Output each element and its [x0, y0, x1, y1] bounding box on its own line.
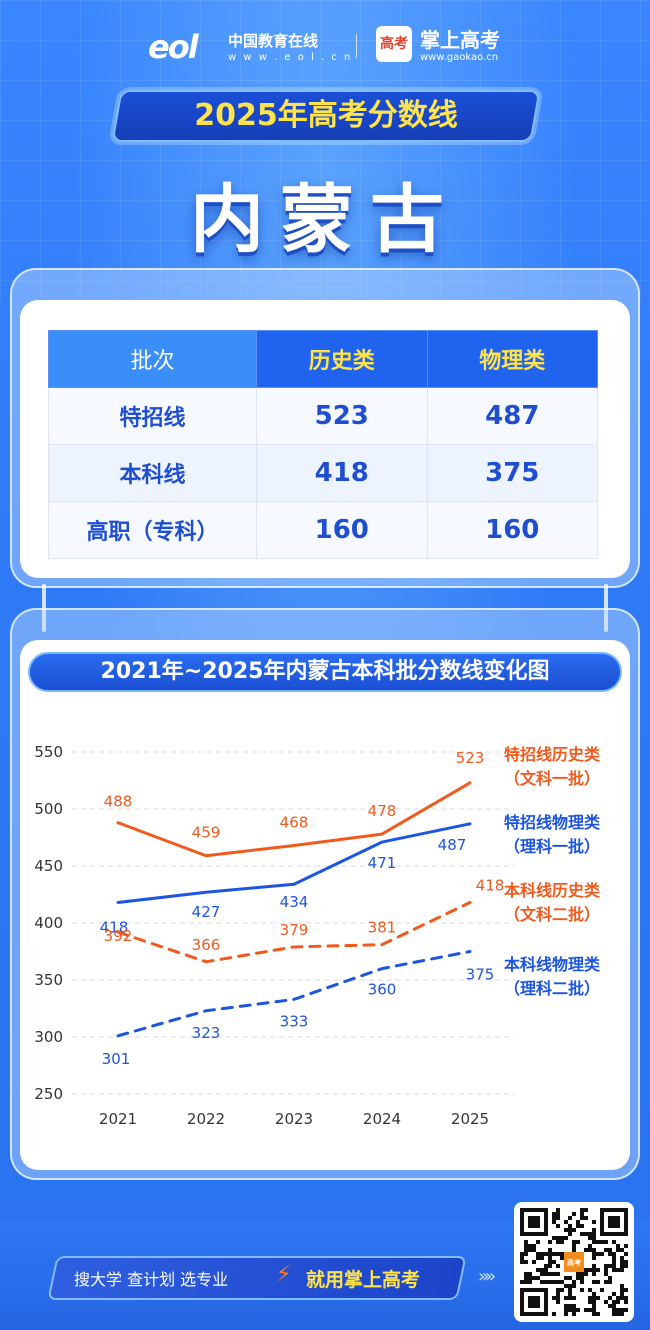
chart-title: 2021年~2025年内蒙古本科批分数线变化图 [100, 659, 550, 684]
data-label: 366 [192, 936, 221, 954]
legend-entry: 特招线物理类 [504, 813, 601, 832]
table-row: 本科线 418 375 [48, 444, 598, 502]
y-tick-label: 550 [34, 743, 63, 761]
data-label: 381 [368, 919, 397, 937]
lightning-icon: ⚡ [276, 1262, 292, 1287]
table-row: 高职（专科） 160 160 [48, 501, 598, 559]
table-row: 特招线 523 487 [48, 387, 598, 445]
data-label: 427 [192, 903, 221, 921]
logo-divider [356, 34, 357, 58]
y-tick-label: 300 [34, 1028, 63, 1046]
x-tick-label: 2022 [187, 1110, 225, 1128]
double-chevron-right-icon: »» [478, 1266, 496, 1287]
region-name: 内蒙古 [190, 177, 460, 263]
legend-entry: 特招线历史类 [504, 745, 601, 764]
header-logos: eol 中国教育在线 w w w . e o l . c n 高考 掌上高考 w… [0, 20, 650, 70]
data-label: 379 [280, 921, 309, 939]
series-line [116, 781, 472, 858]
history-score: 418 [256, 444, 428, 502]
data-label: 434 [280, 893, 309, 911]
slogan-right: 就用掌上高考 [306, 1269, 421, 1291]
gaokao-app-icon: 高考 [376, 26, 412, 62]
qr-code-icon: 高考 [520, 1208, 628, 1316]
x-tick-label: 2025 [451, 1110, 489, 1128]
background-grid [0, 0, 650, 300]
physics-score: 160 [426, 501, 598, 559]
data-label: 487 [438, 836, 467, 854]
header-batch: 批次 [48, 330, 257, 388]
eol-name: 中国教育在线 [228, 32, 319, 50]
y-tick-label: 450 [34, 857, 63, 875]
header-physics: 物理类 [426, 330, 598, 388]
score-table: 批次 历史类 物理类 特招线 523 487 本科线 418 375 高职（专科… [48, 330, 598, 559]
table-header-row: 批次 历史类 物理类 [48, 330, 598, 388]
header-history: 历史类 [256, 330, 428, 388]
data-label: 301 [102, 1050, 131, 1068]
data-label: 488 [104, 793, 133, 811]
history-score: 160 [256, 501, 428, 559]
physics-score: 487 [426, 387, 598, 445]
x-tick-label: 2021 [99, 1110, 137, 1128]
gaokao-name: 掌上高考 [420, 28, 500, 52]
series-line [116, 900, 472, 964]
slogan-left: 搜大学 查计划 选专业 [74, 1270, 229, 1289]
legend-entry: 本科线历史类 [504, 881, 601, 900]
gaokao-url: www.gaokao.cn [420, 52, 499, 63]
data-label: 323 [192, 1024, 221, 1042]
row-label: 高职（专科） [48, 501, 257, 559]
eol-logo: eol [148, 28, 199, 66]
data-label: 478 [368, 802, 397, 820]
chart-title-bar [28, 652, 622, 692]
history-score: 523 [256, 387, 428, 445]
data-label: 468 [280, 813, 309, 831]
y-tick-label: 250 [34, 1085, 63, 1103]
row-label: 特招线 [48, 387, 257, 445]
data-label: 333 [280, 1012, 309, 1030]
data-label: 471 [368, 854, 397, 872]
data-label: 523 [456, 749, 485, 767]
x-tick-label: 2023 [275, 1110, 313, 1128]
data-label: 459 [192, 824, 221, 842]
data-label: 375 [466, 966, 495, 984]
qr-code[interactable]: 高考 [514, 1202, 634, 1322]
row-label: 本科线 [48, 444, 257, 502]
physics-score: 375 [426, 444, 598, 502]
legend-entry: 本科线物理类 [504, 955, 601, 974]
line-chart: 550 500 450 400 350 300 250 2021 2022 2023 2024 202… [34, 743, 601, 1128]
data-label: 392 [104, 927, 133, 945]
legend-subtitle: （文科二批） [504, 905, 600, 924]
x-tick-label: 2024 [363, 1110, 401, 1128]
series-line [116, 950, 472, 1038]
eol-url: w w w . e o l . c n [228, 52, 353, 63]
data-label: 360 [368, 981, 397, 999]
data-label: 418 [476, 876, 505, 894]
legend-subtitle: （文科一批） [504, 769, 600, 788]
legend-subtitle: （理科二批） [504, 979, 600, 998]
series-line [116, 822, 472, 904]
y-tick-label: 500 [34, 800, 63, 818]
chart-panel [20, 640, 630, 1170]
y-tick-label: 350 [34, 971, 63, 989]
y-tick-label: 400 [34, 914, 63, 932]
legend-subtitle: （理科一批） [504, 837, 600, 856]
qr-badge: 高考 [567, 1258, 581, 1267]
page-title: 2025年高考分数线 [194, 98, 458, 133]
